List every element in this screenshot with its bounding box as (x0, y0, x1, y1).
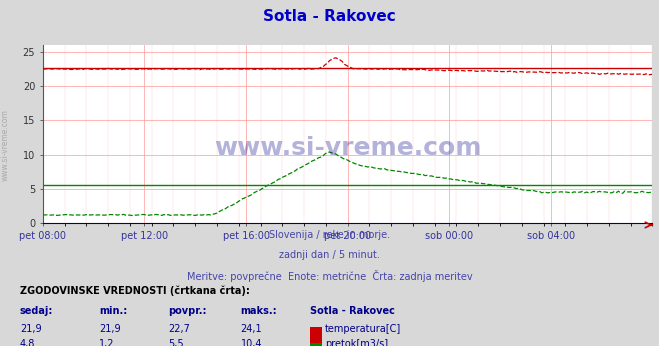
Text: 21,9: 21,9 (99, 324, 121, 334)
Text: Slovenija / reke in morje.: Slovenija / reke in morje. (269, 230, 390, 240)
Text: 21,9: 21,9 (20, 324, 42, 334)
Text: sedaj:: sedaj: (20, 306, 53, 316)
Text: pretok[m3/s]: pretok[m3/s] (325, 339, 388, 346)
Text: zadnji dan / 5 minut.: zadnji dan / 5 minut. (279, 250, 380, 260)
Text: 10,4: 10,4 (241, 339, 262, 346)
Text: Sotla - Rakovec: Sotla - Rakovec (263, 9, 396, 24)
Text: maks.:: maks.: (241, 306, 277, 316)
Text: min.:: min.: (99, 306, 127, 316)
Text: www.si-vreme.com: www.si-vreme.com (1, 109, 10, 181)
Text: 1,2: 1,2 (99, 339, 115, 346)
Text: www.si-vreme.com: www.si-vreme.com (214, 136, 481, 160)
Text: 4,8: 4,8 (20, 339, 35, 346)
Text: Sotla - Rakovec: Sotla - Rakovec (310, 306, 395, 316)
Text: temperatura[C]: temperatura[C] (325, 324, 401, 334)
Text: 22,7: 22,7 (168, 324, 190, 334)
Text: ZGODOVINSKE VREDNOSTI (črtkana črta):: ZGODOVINSKE VREDNOSTI (črtkana črta): (20, 285, 250, 296)
Text: Meritve: povprečne  Enote: metrične  Črta: zadnja meritev: Meritve: povprečne Enote: metrične Črta:… (186, 270, 473, 282)
Text: 24,1: 24,1 (241, 324, 262, 334)
Text: 5,5: 5,5 (168, 339, 184, 346)
Text: povpr.:: povpr.: (168, 306, 206, 316)
